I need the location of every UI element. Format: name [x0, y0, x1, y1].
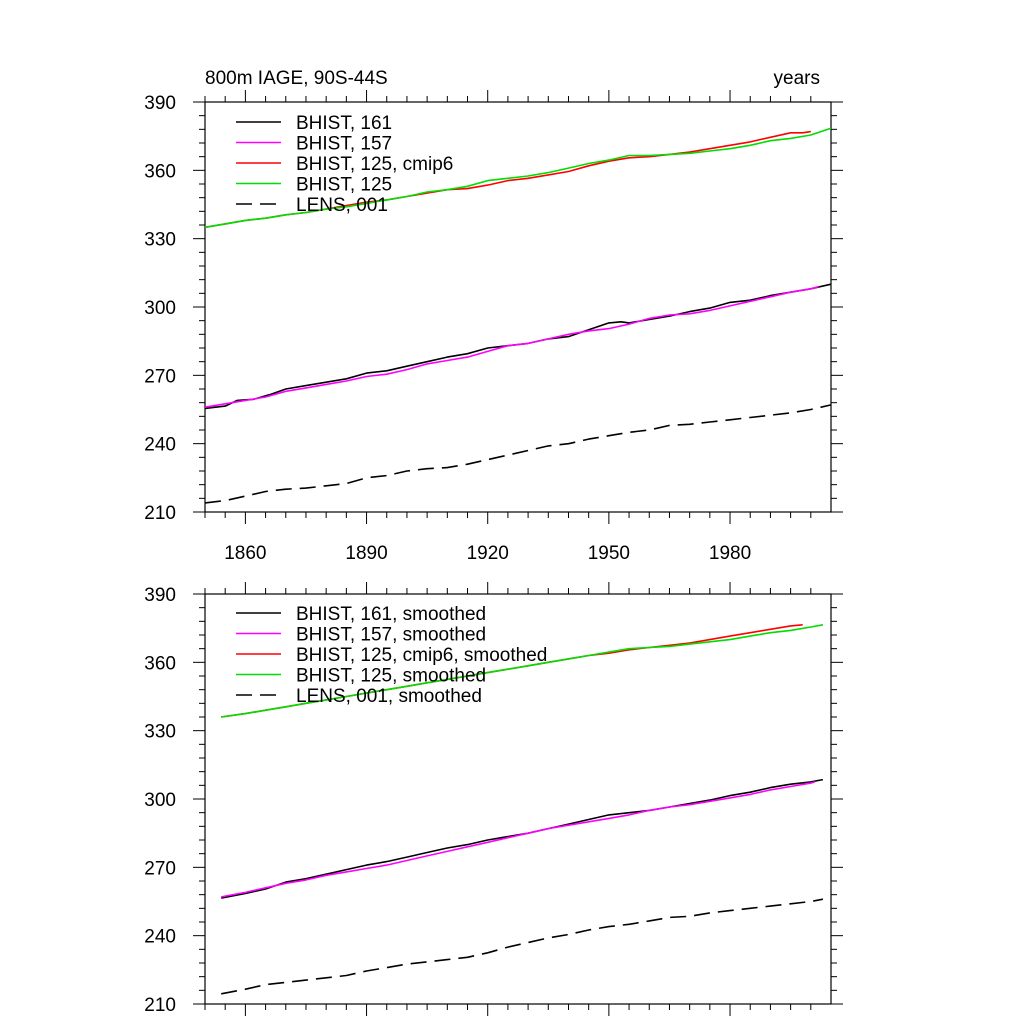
top-panel: 800m IAGE, 90S-44S years 1860 1890 1920 195…: [144, 68, 843, 564]
legend-label: BHIST, 125, cmip6: [296, 154, 453, 175]
y-tick-label: 300: [144, 298, 176, 319]
y-tick-label: 240: [144, 927, 176, 948]
legend-label: LENS, 001, smoothed: [296, 686, 482, 707]
y-tick-label: 210: [144, 995, 176, 1016]
bottom-plot-area: 210 240 270 300 330 360 390 BHIST, 161, smoothe…: [144, 582, 843, 1016]
series-line: [204, 404, 832, 504]
y-tick-label: 240: [144, 435, 176, 456]
legend-label: BHIST, 161: [296, 113, 392, 134]
legend-label: BHIST, 161, smoothed: [296, 604, 486, 625]
legend-label: BHIST, 125, smoothed: [296, 666, 486, 687]
legend-label: BHIST, 125, cmip6, smoothed: [296, 645, 547, 666]
top-plot-area: 1860 1890 1920 1950 1980 210 240 270 300 330 360 39…: [144, 90, 843, 564]
y-tick-label: 360: [144, 653, 176, 674]
units-label: years: [774, 68, 820, 89]
x-tick-label: 1950: [588, 543, 630, 564]
series-line: [204, 127, 832, 229]
y-tick-label: 270: [144, 858, 176, 879]
series-line: [221, 624, 824, 718]
series-line: [204, 285, 820, 408]
y-tick-label: 390: [144, 585, 176, 606]
x-tick-label: 1980: [709, 543, 751, 564]
chart-title: 800m IAGE, 90S-44S: [205, 68, 388, 89]
y-tick-label: 330: [144, 230, 176, 251]
legend-label: BHIST, 125: [296, 175, 392, 196]
series-line: [221, 781, 816, 898]
y-tick-label: 390: [144, 93, 176, 114]
y-tick-label: 330: [144, 722, 176, 743]
y-tick-label: 270: [144, 366, 176, 387]
series-line: [221, 898, 824, 995]
bottom-panel: 210 240 270 300 330 360 390 BHIST, 161, smoothe…: [144, 582, 843, 1016]
x-tick-label: 1860: [224, 543, 266, 564]
y-tick-label: 210: [144, 503, 176, 524]
x-tick-label: 1890: [345, 543, 387, 564]
legend-label: BHIST, 157, smoothed: [296, 625, 486, 646]
legend-label: LENS, 001: [296, 195, 388, 216]
x-tick-label: 1920: [467, 543, 509, 564]
y-tick-label: 360: [144, 161, 176, 182]
y-tick-label: 300: [144, 790, 176, 811]
legend-label: BHIST, 157: [296, 134, 392, 155]
